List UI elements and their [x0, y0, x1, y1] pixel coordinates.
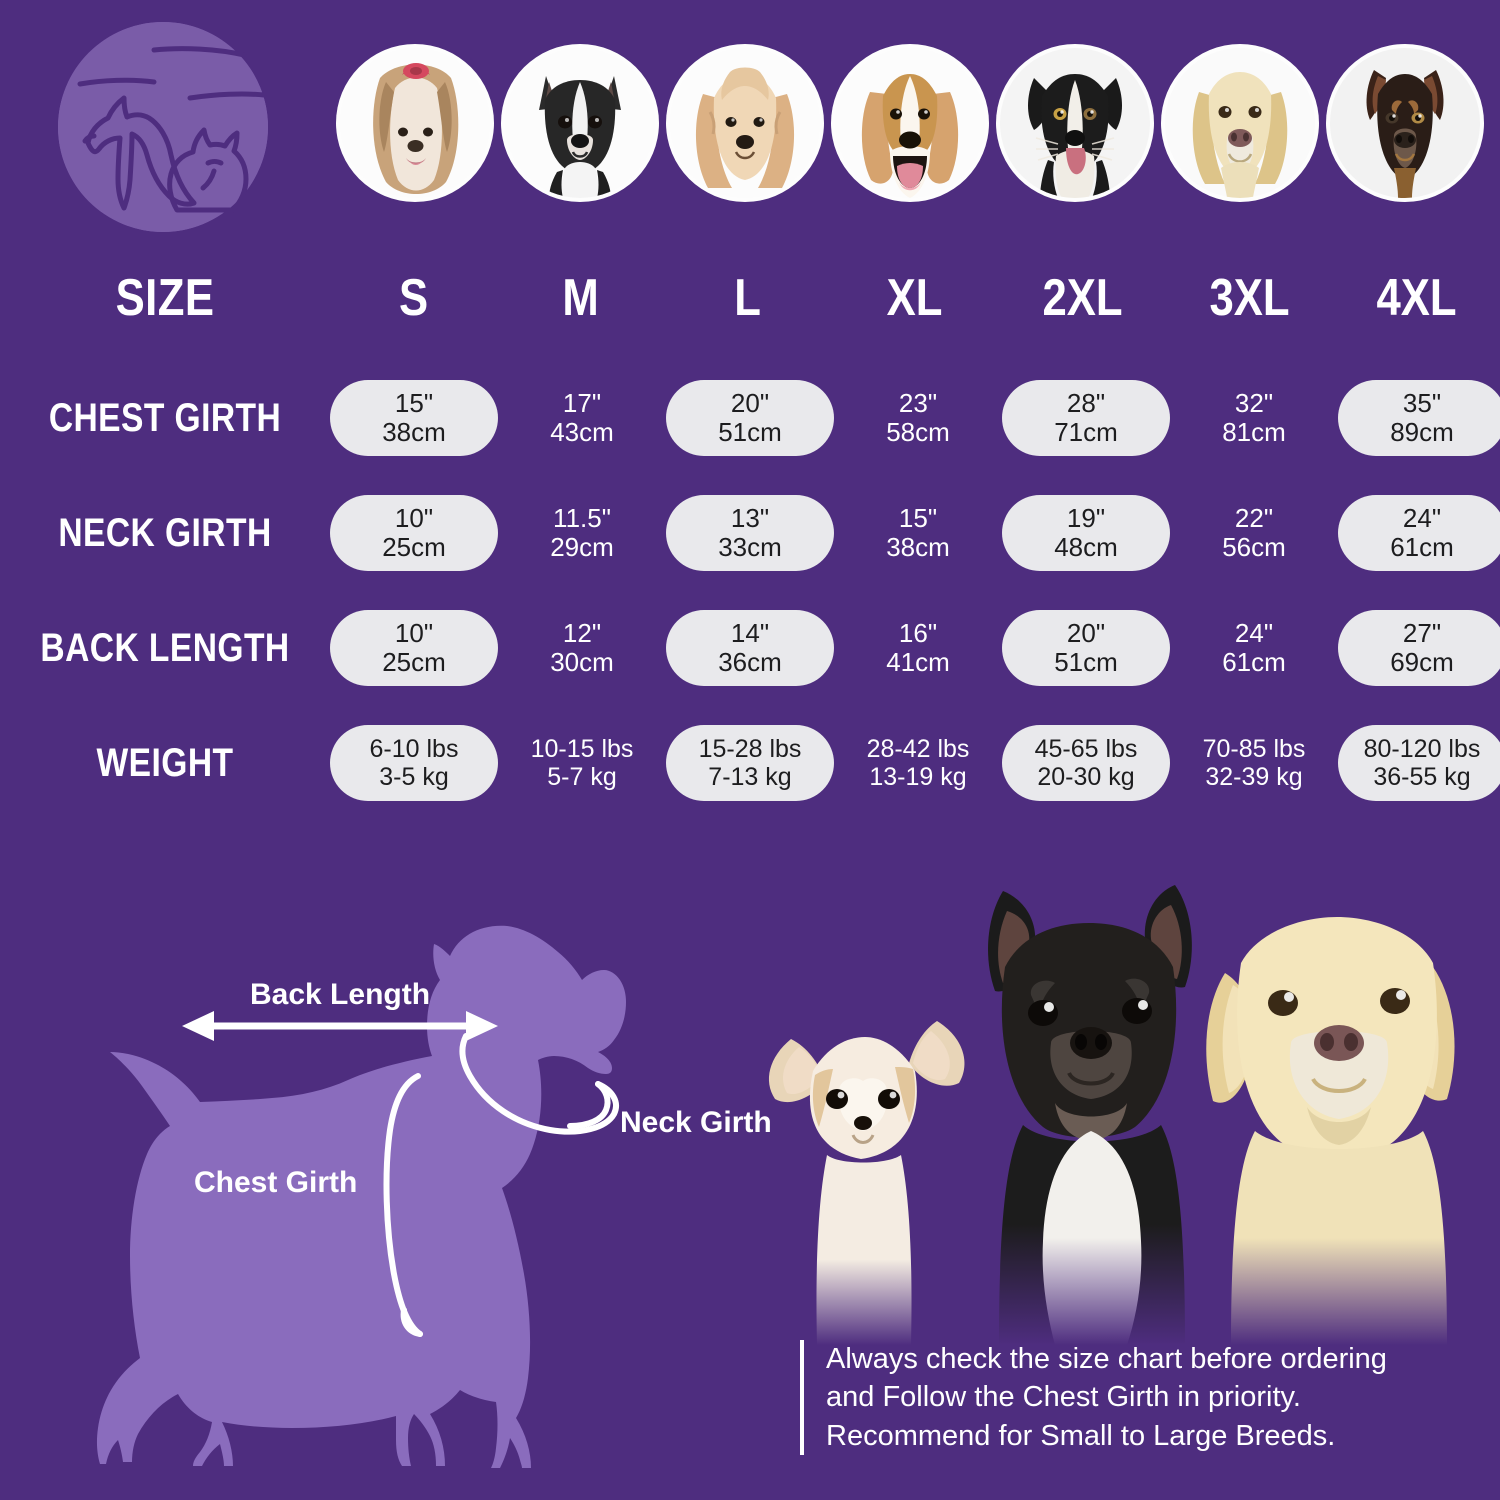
cell-neck-3xl: 22" 56cm — [1222, 502, 1286, 562]
cell-neck-xl: 15" 38cm — [886, 502, 950, 562]
cell-chest-s: 15" 38cm — [330, 380, 498, 456]
chest-girth-loop-icon — [383, 1073, 423, 1337]
row-label-neck-girth: NECK GIRTH — [58, 510, 272, 555]
cell-neck-l: 13" 33cm — [666, 495, 834, 571]
cell-weight-m: 10-15 lbs 5-7 kg — [530, 735, 634, 791]
cell-chest-4xl: 35" 89cm — [1338, 380, 1500, 456]
measurement-diagram: Back Length Neck Girth Chest Girth — [10, 880, 770, 1480]
header-cells: S M L XL 2XL 3XL 4XL — [330, 272, 1500, 324]
boston-terrier-photo-icon — [505, 48, 655, 198]
cocker-spaniel-photo-icon — [670, 48, 820, 198]
cell-chest-m: 17" 43cm — [550, 387, 614, 447]
table-row-weight: WEIGHT 6-10 lbs 3-5 kg 10-15 lbs 5-7 kg 15… — [0, 715, 1500, 811]
cell-chest-l: 20" 51cm — [666, 380, 834, 456]
breed-avatar-strip — [340, 48, 1480, 218]
size-corner-label: SIZE — [115, 268, 215, 327]
column-header-s: S — [398, 268, 429, 327]
cell-back-l: 14" 36cm — [666, 610, 834, 686]
cell-weight-l: 15-28 lbs 7-13 kg — [666, 725, 834, 801]
cell-neck-4xl: 24" 61cm — [1338, 495, 1500, 571]
note-line-1: Always check the size chart before order… — [826, 1343, 1387, 1375]
note-line-3: Recommend for Small to Large Breeds. — [826, 1419, 1336, 1452]
shih-tzu-photo-icon — [340, 48, 490, 198]
doberman-photo-icon — [1330, 48, 1480, 198]
cell-neck-m: 11.5" 29cm — [550, 502, 614, 562]
neck-girth-label: Neck Girth — [620, 1106, 770, 1139]
french-bulldog-photo — [988, 885, 1192, 1345]
cell-back-s: 10" 25cm — [330, 610, 498, 686]
column-header-l: L — [734, 268, 762, 327]
cell-chest-2xl: 28" 71cm — [1002, 380, 1170, 456]
three-dogs-photo-icon — [755, 855, 1500, 1345]
cell-weight-4xl: 80-120 lbs 36-55 kg — [1338, 725, 1500, 801]
size-chart-table: SIZE S M L XL 2XL 3XL 4XL CHEST GIRTH 15… — [0, 255, 1500, 815]
row-label-weight: WEIGHT — [96, 740, 234, 785]
cell-back-3xl: 24" 61cm — [1222, 617, 1286, 677]
column-header-3xl: 3XL — [1209, 268, 1290, 327]
cell-weight-3xl: 70-85 lbs 32-39 kg — [1202, 735, 1306, 791]
cell-back-2xl: 20" 51cm — [1002, 610, 1170, 686]
column-header-xl: XL — [887, 268, 943, 327]
neck-girth-loop-icon — [459, 1033, 619, 1135]
column-header-2xl: 2XL — [1042, 268, 1123, 327]
back-length-label: Back Length — [250, 978, 430, 1011]
chihuahua-photo — [768, 1021, 965, 1345]
back-length-arrow-icon — [182, 1011, 498, 1041]
dog-cat-circle-logo-icon — [58, 22, 268, 232]
chest-girth-label: Chest Girth — [194, 1166, 357, 1199]
size-chart-note: Always check the size chart before order… — [800, 1340, 1500, 1455]
row-label-back-length: BACK LENGTH — [40, 625, 290, 670]
table-header-row: SIZE S M L XL 2XL 3XL 4XL — [0, 255, 1500, 340]
cell-weight-xl: 28-42 lbs 13-19 kg — [866, 735, 970, 791]
cell-chest-3xl: 32" 81cm — [1222, 387, 1286, 447]
cell-chest-xl: 23" 58cm — [886, 387, 950, 447]
table-row-chest-girth: CHEST GIRTH 15" 38cm 17" 43cm 20" 51cm 23" 5… — [0, 370, 1500, 466]
cell-neck-s: 10" 25cm — [330, 495, 498, 571]
column-header-4xl: 4XL — [1376, 268, 1457, 327]
row-label-chest-girth: CHEST GIRTH — [48, 395, 282, 440]
column-header-m: M — [562, 268, 599, 327]
cell-neck-2xl: 19" 48cm — [1002, 495, 1170, 571]
cell-back-m: 12" 30cm — [550, 617, 614, 677]
note-line-2: and Follow the Chest Girth in priority. — [826, 1381, 1301, 1414]
cell-weight-s: 6-10 lbs 3-5 kg — [330, 725, 498, 801]
labrador-photo — [1206, 917, 1455, 1345]
labrador-photo-icon — [1165, 48, 1315, 198]
cell-back-xl: 16" 41cm — [886, 617, 950, 677]
dog-side-silhouette-icon — [96, 925, 627, 1468]
cell-weight-2xl: 45-65 lbs 20-30 kg — [1002, 725, 1170, 801]
cell-back-4xl: 27" 69cm — [1338, 610, 1500, 686]
table-row-neck-girth: NECK GIRTH 10" 25cm 11.5" 29cm 13" 33cm 15"… — [0, 485, 1500, 581]
border-collie-photo-icon — [1000, 48, 1150, 198]
table-row-back-length: BACK LENGTH 10" 25cm 12" 30cm 14" 36cm 16" 4… — [0, 600, 1500, 696]
beagle-photo-icon — [835, 48, 985, 198]
